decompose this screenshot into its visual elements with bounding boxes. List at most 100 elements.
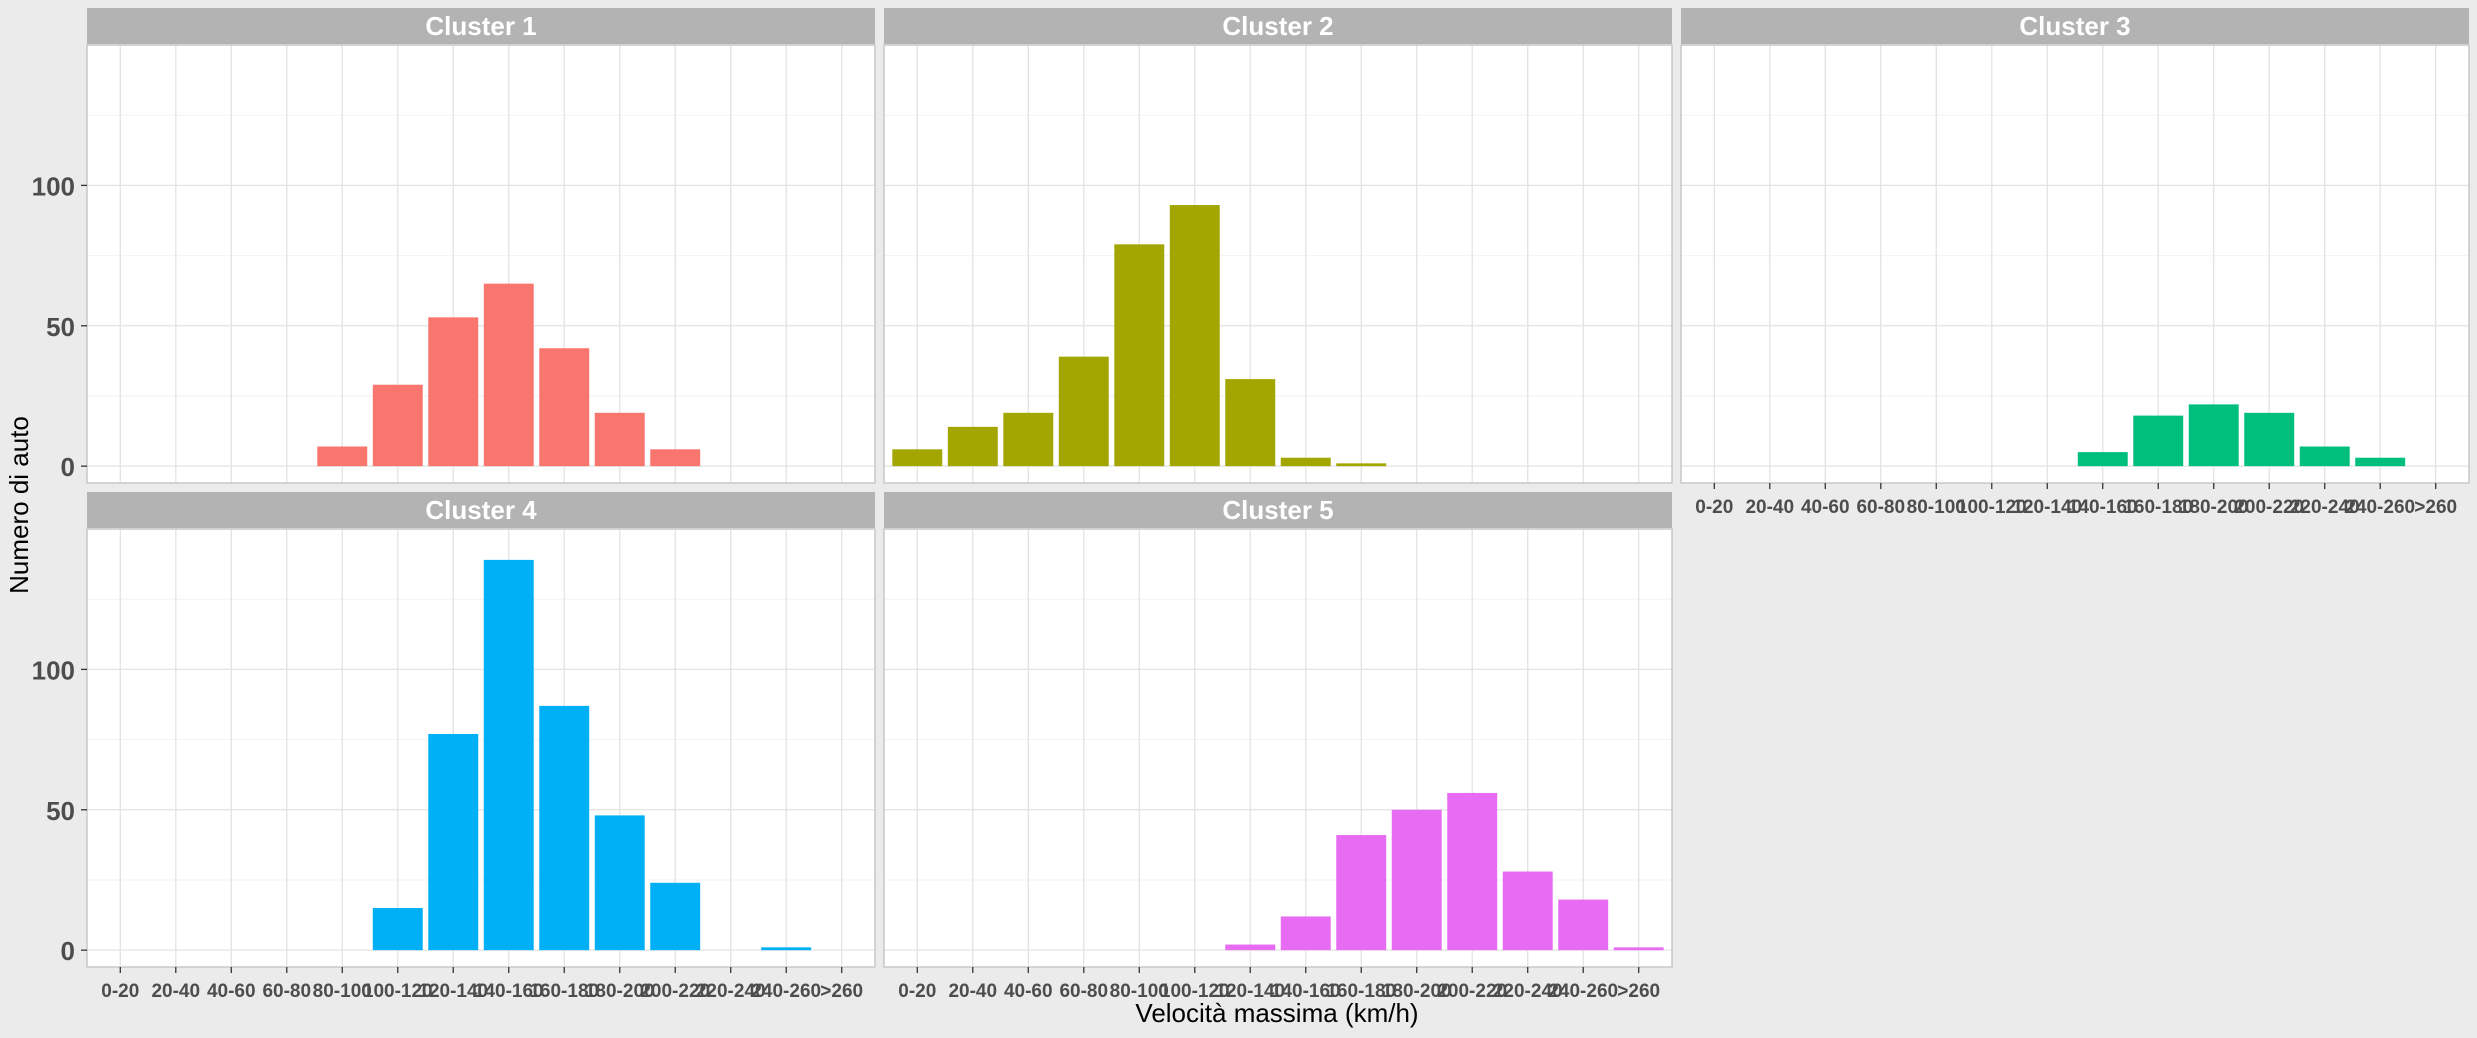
x-tick-label: 120-140 <box>418 981 488 1002</box>
bar <box>483 559 534 951</box>
x-tick-label: 140-160 <box>474 981 544 1002</box>
bar <box>1280 457 1331 467</box>
x-tick-label: 220-240 <box>2290 497 2360 518</box>
bar <box>2188 404 2239 467</box>
x-tick-label: 100-120 <box>363 981 433 1002</box>
bar <box>317 446 368 467</box>
bar <box>2077 452 2128 467</box>
y-axis-title: Numero di auto <box>4 416 34 594</box>
panel-title: Cluster 2 <box>1222 11 1333 41</box>
x-tick-label: 180-200 <box>2179 497 2249 518</box>
bar <box>539 348 590 467</box>
x-tick-label: 60-80 <box>1856 497 1905 518</box>
bar <box>372 908 423 951</box>
x-tick-label: 0-20 <box>898 981 936 1002</box>
panel-border <box>883 528 1673 968</box>
x-tick-label: 100-120 <box>1160 981 1230 1002</box>
x-tick-label: 20-40 <box>1745 497 1794 518</box>
x-tick-label: 220-240 <box>696 981 766 1002</box>
x-tick-label: 200-220 <box>1437 981 1507 1002</box>
bar <box>1336 463 1387 467</box>
bar <box>947 426 998 467</box>
x-tick-label: 180-200 <box>585 981 655 1002</box>
bar <box>1558 899 1609 951</box>
x-tick-label: 20-40 <box>151 981 200 1002</box>
bar <box>1447 792 1498 951</box>
panel-border <box>86 528 876 968</box>
panel-strip <box>884 8 1672 44</box>
panel-4: Cluster 4 0 50 100 0-20 20-40 40-60 60-80 80-100… <box>32 492 876 1002</box>
y-tick-label: 100 <box>32 171 75 201</box>
panel-title: Cluster 5 <box>1222 495 1333 525</box>
x-tick-label: 240-260 <box>751 981 821 1002</box>
x-tick-label: >260 <box>2414 497 2457 518</box>
x-tick-label: 20-40 <box>948 981 997 1002</box>
x-tick-label: 140-160 <box>2068 497 2138 518</box>
bar <box>539 705 590 951</box>
x-tick-label: 220-240 <box>1493 981 1563 1002</box>
bar <box>892 449 943 467</box>
x-tick-label: 0-20 <box>101 981 139 1002</box>
bar <box>1391 809 1442 951</box>
x-tick-label: 80-100 <box>313 981 372 1002</box>
panel-background <box>884 45 1672 483</box>
x-tick-label: 140-160 <box>1271 981 1341 1002</box>
x-tick-label: 60-80 <box>1059 981 1108 1002</box>
x-tick-label: 160-180 <box>2123 497 2193 518</box>
bar <box>428 733 479 951</box>
bar <box>761 947 812 951</box>
panel-5: Cluster 5 0-20 20-40 40-60 60-80 80-100100-12… <box>883 492 1673 1002</box>
x-tick-label: 160-180 <box>1326 981 1396 1002</box>
panel-title: Cluster 3 <box>2019 11 2130 41</box>
bar <box>2355 457 2406 467</box>
x-tick-label: 240-260 <box>1548 981 1618 1002</box>
bar <box>1613 947 1664 951</box>
panel-strip <box>87 492 875 528</box>
bar <box>428 317 479 467</box>
bar <box>1169 205 1220 467</box>
bar <box>2133 415 2184 467</box>
y-tick-label: 0 <box>61 452 75 482</box>
x-tick-label: 100-120 <box>1957 497 2027 518</box>
x-tick-label: 80-100 <box>1907 497 1966 518</box>
panel-title: Cluster 4 <box>425 495 537 525</box>
x-tick-label: 200-220 <box>2234 497 2304 518</box>
panel-border <box>1680 44 2470 484</box>
y-tick-label: 50 <box>46 796 75 826</box>
bar <box>1336 835 1387 951</box>
panel-background <box>1681 45 2469 483</box>
panel-background <box>87 529 875 967</box>
panel-strip <box>87 8 875 44</box>
x-tick-label: 40-60 <box>207 981 256 1002</box>
bar <box>594 815 645 951</box>
x-tick-label: 60-80 <box>262 981 311 1002</box>
panel-strip <box>1681 8 2469 44</box>
y-tick-label: 50 <box>46 312 75 342</box>
bar <box>594 412 645 467</box>
bar <box>1225 379 1276 467</box>
x-tick-label: 200-220 <box>640 981 710 1002</box>
x-tick-label: 40-60 <box>1004 981 1053 1002</box>
bar <box>650 882 701 951</box>
x-axis-title: Velocità massima (km/h) <box>1135 998 1418 1028</box>
panel-border <box>883 44 1673 484</box>
x-tick-label: 120-140 <box>2012 497 2082 518</box>
panel-2: Cluster 2 <box>883 8 1673 484</box>
bar <box>2299 446 2350 467</box>
panel-border <box>86 44 876 484</box>
bar <box>1280 916 1331 951</box>
panel-background <box>884 529 1672 967</box>
x-tick-label: 80-100 <box>1110 981 1169 1002</box>
x-tick-label: 180-200 <box>1382 981 1452 1002</box>
y-tick-label: 0 <box>61 936 75 966</box>
bar <box>1225 944 1276 951</box>
panel-background <box>87 45 875 483</box>
x-tick-label: >260 <box>1617 981 1660 1002</box>
bar <box>1502 871 1553 951</box>
x-tick-label: 0-20 <box>1695 497 1733 518</box>
panel-1: Cluster 1 0 50 100 <box>32 8 876 484</box>
bar <box>2244 412 2295 467</box>
bar <box>1114 244 1165 467</box>
